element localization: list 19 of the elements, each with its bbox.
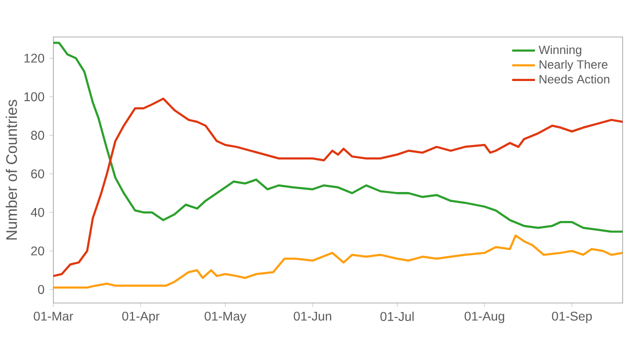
y-tick-label: 100 — [24, 92, 44, 102]
y-tick-label: 20 — [31, 246, 44, 256]
x-tick-label: 01-Mar — [34, 312, 74, 321]
y-tick-label: 0 — [38, 285, 44, 294]
y-tick-label: 80 — [31, 130, 44, 140]
y-tick-label: 120 — [24, 54, 44, 63]
y-tick-label: 40 — [30, 208, 44, 217]
y-tick-label: 60 — [31, 169, 44, 178]
x-tick-label: 01-Sep — [552, 312, 592, 324]
x-tick-label: 01-Jun — [294, 312, 332, 321]
x-tick-label: 01-Apr — [122, 312, 160, 324]
x-tick-label: 01-May — [204, 312, 246, 324]
x-tick-label: 01-Jul — [380, 312, 414, 321]
legend-label: Needs Action — [540, 74, 610, 84]
line-series — [53, 42, 623, 233]
x-tick-label: 01-Aug — [464, 312, 504, 324]
y-axis-title: Number of Countries — [6, 100, 18, 240]
legend-label: Nearly There — [540, 60, 608, 72]
legend-label: Winning — [538, 45, 582, 56]
